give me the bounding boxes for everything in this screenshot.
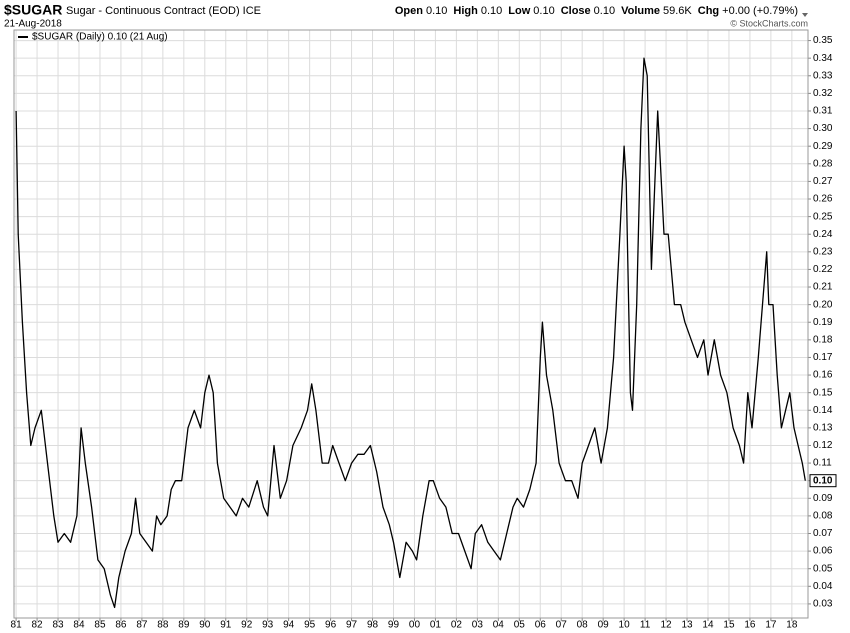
x-tick-label: 97 <box>346 620 358 631</box>
x-tick-label: 07 <box>556 620 568 631</box>
x-tick-label: 82 <box>32 620 44 631</box>
y-tick-label: 0.21 <box>813 282 833 293</box>
quote-label: Chg <box>698 5 719 17</box>
x-tick-label: 10 <box>619 620 631 631</box>
x-tick-label: 86 <box>115 620 127 631</box>
y-tick-label: 0.25 <box>813 211 833 222</box>
x-tick-label: 99 <box>388 620 400 631</box>
chart-date: 21-Aug-2018 <box>4 19 62 30</box>
quote-value: 59.6K <box>663 5 692 17</box>
quote-label: Volume <box>621 5 660 17</box>
x-tick-label: 09 <box>598 620 610 631</box>
x-tick-label: 92 <box>241 620 253 631</box>
y-tick-label: 0.35 <box>813 35 833 46</box>
y-tick-label: 0.30 <box>813 123 833 134</box>
x-tick-label: 83 <box>52 620 64 631</box>
x-tick-label: 96 <box>325 620 337 631</box>
y-tick-label: 0.17 <box>813 352 833 363</box>
x-tick-label: 01 <box>430 620 442 631</box>
y-tick-label: 0.29 <box>813 141 833 152</box>
y-tick-label: 0.32 <box>813 88 833 99</box>
quote-label: Low <box>508 5 530 17</box>
y-tick-label: 0.31 <box>813 106 833 117</box>
x-tick-label: 06 <box>535 620 547 631</box>
x-tick-label: 08 <box>577 620 589 631</box>
y-tick-label: 0.34 <box>813 53 833 64</box>
x-tick-label: 84 <box>73 620 85 631</box>
price-line <box>15 57 806 609</box>
x-tick-label: 85 <box>94 620 106 631</box>
y-tick-label: 0.18 <box>813 334 833 345</box>
x-tick-label: 18 <box>786 620 798 631</box>
x-tick-label: 13 <box>681 620 693 631</box>
dropdown-icon[interactable] <box>802 13 808 17</box>
x-tick-label: 17 <box>765 620 777 631</box>
x-tick-label: 87 <box>136 620 148 631</box>
x-tick-label: 95 <box>304 620 316 631</box>
y-tick-label: 0.11 <box>813 458 832 469</box>
x-tick-label: 14 <box>702 620 714 631</box>
quote-value: 0.10 <box>426 5 447 17</box>
plot-frame <box>13 29 809 619</box>
x-tick-label: 93 <box>262 620 274 631</box>
y-tick-label: 0.06 <box>813 546 833 557</box>
x-tick-label: 15 <box>723 620 735 631</box>
x-tick-label: 94 <box>283 620 295 631</box>
quote-value: 0.10 <box>481 5 502 17</box>
x-tick-label: 05 <box>514 620 526 631</box>
quote-label: Open <box>395 5 423 17</box>
quote-label: High <box>453 5 478 17</box>
last-value-label: 0.10 <box>813 475 833 486</box>
x-tick-label: 98 <box>367 620 379 631</box>
x-tick-label: 88 <box>157 620 169 631</box>
quote-value: +0.00 (+0.79%) <box>722 5 798 17</box>
y-tick-label: 0.13 <box>813 423 833 434</box>
x-tick-label: 11 <box>640 620 651 631</box>
x-tick-label: 81 <box>11 620 23 631</box>
y-tick-label: 0.14 <box>813 405 833 416</box>
y-tick-label: 0.16 <box>813 370 833 381</box>
y-tick-label: 0.23 <box>813 246 833 257</box>
x-tick-label: 91 <box>220 620 232 631</box>
y-tick-label: 0.28 <box>813 158 833 169</box>
y-tick-label: 0.15 <box>813 387 833 398</box>
last-value-box <box>809 474 837 488</box>
y-tick-label: 0.09 <box>813 493 833 504</box>
x-tick-label: 89 <box>178 620 190 631</box>
y-tick-label: 0.33 <box>813 70 833 81</box>
quote-value: 0.10 <box>594 5 615 17</box>
y-tick-label: 0.12 <box>813 440 833 451</box>
x-tick-label: 03 <box>472 620 484 631</box>
chart-title: $SUGAR <box>4 2 62 18</box>
x-tick-label: 00 <box>409 620 421 631</box>
y-tick-label: 0.26 <box>813 194 833 205</box>
y-tick-label: 0.04 <box>813 581 833 592</box>
legend-label: $SUGAR (Daily) 0.10 (21 Aug) <box>32 32 168 43</box>
y-tick-label: 0.22 <box>813 264 833 275</box>
y-tick-label: 0.19 <box>813 317 833 328</box>
y-tick-label: 0.08 <box>813 511 833 522</box>
x-tick-label: 04 <box>493 620 505 631</box>
credit: © StockCharts.com <box>730 18 808 28</box>
y-tick-label: 0.27 <box>813 176 833 187</box>
chart-subtitle: Sugar - Continuous Contract (EOD) ICE <box>66 5 261 17</box>
x-tick-label: 90 <box>199 620 211 631</box>
y-tick-label: 0.05 <box>813 563 833 574</box>
x-tick-label: 02 <box>451 620 463 631</box>
quote-value: 0.10 <box>533 5 554 17</box>
quote: Open 0.10 High 0.10 Low 0.10 Close 0.10 Volume 59… <box>395 5 798 17</box>
y-tick-label: 0.24 <box>813 229 833 240</box>
y-tick-label: 0.07 <box>813 528 833 539</box>
y-tick-label: 0.03 <box>813 599 833 610</box>
quote-label: Close <box>561 5 591 17</box>
x-tick-label: 16 <box>744 620 756 631</box>
y-tick-label: 0.20 <box>813 299 833 310</box>
x-tick-label: 12 <box>660 620 672 631</box>
